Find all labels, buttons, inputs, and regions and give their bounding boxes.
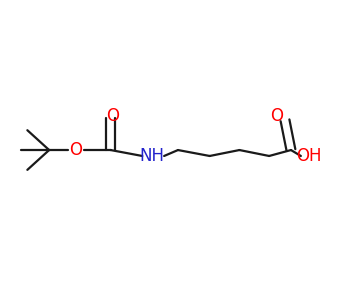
Text: O: O (106, 107, 119, 125)
Text: OH: OH (296, 147, 322, 165)
Text: O: O (271, 107, 283, 125)
Text: NH: NH (140, 147, 165, 165)
Text: O: O (70, 141, 82, 159)
